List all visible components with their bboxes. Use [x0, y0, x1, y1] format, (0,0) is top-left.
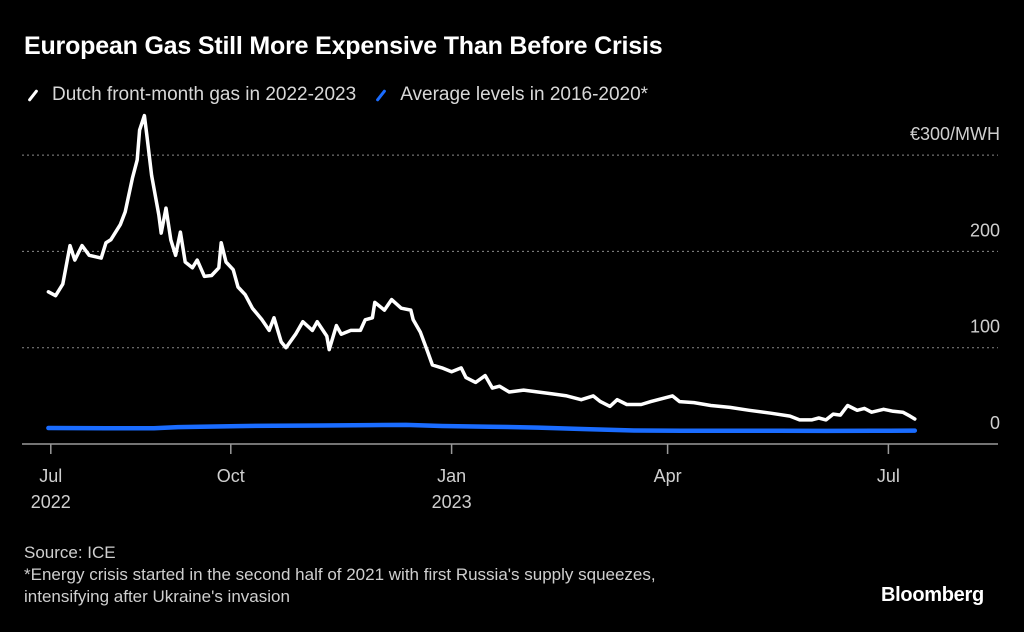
gridlines: [22, 154, 998, 349]
y-tick-label-300: €300/MWH: [910, 124, 1000, 144]
source-note: Source: ICE: [24, 543, 116, 562]
series-lines: [46, 113, 918, 434]
y-tick-label-0: 0: [990, 413, 1000, 433]
x-tick-sublabel-0: 2022: [31, 492, 71, 512]
x-tick-label-0: Jul: [39, 466, 62, 486]
x-tick-label-3: Apr: [654, 466, 682, 486]
chart-title: European Gas Still More Expensive Than B…: [24, 32, 663, 60]
x-axis-ticks: Jul 2022 Oct Jan 2023 Apr Jul: [31, 444, 900, 512]
footnote-line-1: *Energy crisis started in the second hal…: [24, 565, 656, 584]
legend-item-dutch-gas: Dutch front-month gas in 2022-2023: [24, 84, 356, 106]
bloomberg-logo: Bloomberg: [881, 584, 984, 606]
series-line-dutch-gas: [46, 113, 917, 422]
legend-label-average-levels: Average levels in 2016-2020*: [400, 84, 649, 105]
x-tick-label-4: Jul: [877, 466, 900, 486]
x-tick-sublabel-2: 2023: [432, 492, 472, 512]
legend: Dutch front-month gas in 2022-2023 Avera…: [24, 84, 664, 106]
y-tick-label-100: 100: [970, 317, 1000, 337]
footnote-line-2: intensifying after Ukraine's invasion: [24, 587, 290, 606]
x-tick-label-1: Oct: [217, 466, 245, 486]
x-tick-label-2: Jan: [437, 466, 466, 486]
footer-notes: Source: ICE *Energy crisis started in th…: [24, 542, 656, 608]
legend-label-dutch-gas: Dutch front-month gas in 2022-2023: [52, 84, 357, 105]
y-tick-label-200: 200: [970, 220, 1000, 240]
y-axis-labels: 0 100 200 €300/MWH: [910, 124, 1000, 433]
series-line-average-levels: [46, 422, 918, 434]
legend-item-average-levels: Average levels in 2016-2020*: [372, 84, 648, 106]
